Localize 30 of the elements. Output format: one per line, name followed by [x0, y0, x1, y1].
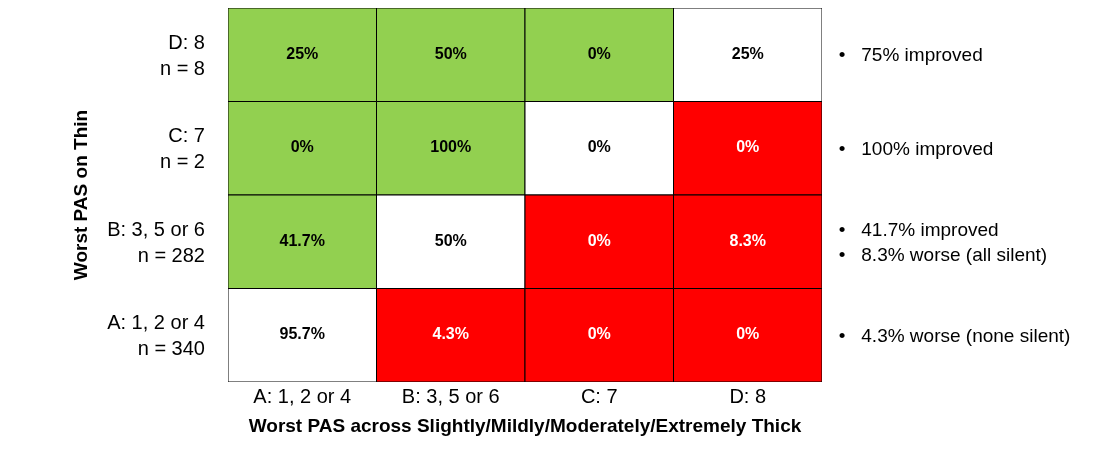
data-label: 0% [587, 44, 611, 62]
data-label: 8.3% [729, 231, 766, 249]
data-label: 100% [430, 138, 472, 156]
y2-tick-label: • 100% improved [838, 137, 994, 159]
data-label: 50% [434, 231, 467, 249]
x-axis-title: Worst PAS across Slightly/Mildly/Moderately/Extremely Thick [248, 414, 802, 436]
y-tick-label: C: 7 n = 2 [159, 124, 205, 173]
data-label: 0% [587, 138, 611, 156]
data-label: 95.7% [279, 325, 325, 343]
data-label: 0% [587, 325, 611, 343]
y2-tick-label: • 4.3% worse (none silent) [838, 324, 1071, 346]
x-tick-label: A: 1, 2 or 4 [253, 385, 352, 407]
x-tick-label: C: 7 [580, 385, 618, 407]
data-label: 0% [736, 325, 760, 343]
y-axis-title: Worst PAS on Thin [70, 109, 92, 281]
y-tick-label: B: 3, 5 or 6 n = 282 [107, 217, 205, 266]
y-tick-label: D: 8 n = 8 [159, 30, 205, 79]
data-label: 25% [286, 44, 319, 62]
data-label: 0% [290, 138, 314, 156]
y2-tick-label: • 75% improved [838, 44, 983, 66]
data-label: 41.7% [279, 231, 325, 249]
data-label: 4.3% [432, 325, 469, 343]
y2-tick-label: • 41.7% improved • 8.3% worse (all silent) [838, 219, 1048, 265]
x-tick-label: D: 8 [729, 385, 767, 407]
data-label: 0% [587, 231, 611, 249]
x-tick-label: B: 3, 5 or 6 [401, 385, 500, 407]
data-label: 25% [731, 44, 764, 62]
data-label: 0% [736, 138, 760, 156]
y-tick-label: A: 1, 2 or 4 n = 340 [107, 311, 205, 360]
data-label: 50% [434, 44, 467, 62]
